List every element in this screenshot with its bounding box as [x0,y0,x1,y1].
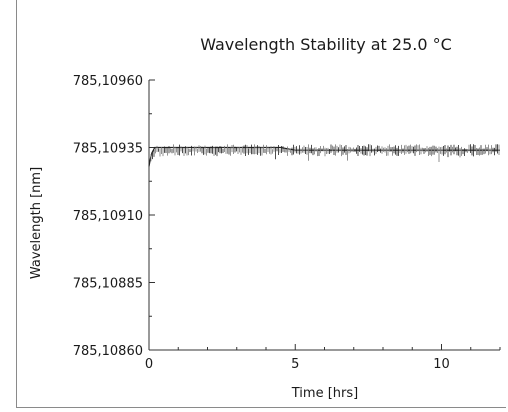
plot-area [148,144,500,167]
chart-title: Wavelength Stability at 25.0 °C [200,35,452,54]
y-tick-label: 785,10860 [73,344,143,359]
y-tick-label: 785,10910 [73,209,143,224]
y-tick-label: 785,10935 [73,142,143,157]
x-axis-label: Time [hrs] [291,386,358,401]
chart-frame [16,0,506,408]
axes: 785,10860 785,10885 785,10910 785,10935 785,… [73,74,501,372]
y-tick-label: 785,10885 [73,277,143,292]
y-tick-label: 785,10960 [73,74,143,89]
x-tick-label: 0 [145,357,153,372]
x-tick-label: 10 [433,357,450,372]
series-noise [150,144,500,163]
x-tick-label: 5 [291,357,299,372]
y-axis-label: Wavelength [nm] [29,167,44,279]
